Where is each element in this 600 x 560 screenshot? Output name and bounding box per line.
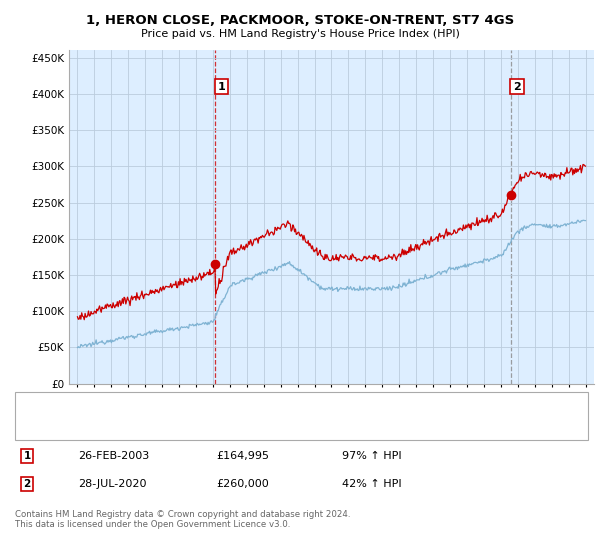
Text: 1, HERON CLOSE, PACKMOOR, STOKE-ON-TRENT, ST7 4GS (detached house): 1, HERON CLOSE, PACKMOOR, STOKE-ON-TRENT…: [60, 401, 433, 411]
Text: Contains HM Land Registry data © Crown copyright and database right 2024.
This d: Contains HM Land Registry data © Crown c…: [15, 510, 350, 529]
Text: 26-FEB-2003: 26-FEB-2003: [78, 451, 149, 461]
Text: £164,995: £164,995: [216, 451, 269, 461]
Text: 2: 2: [513, 82, 521, 92]
Text: HPI: Average price, detached house, Stoke-on-Trent: HPI: Average price, detached house, Stok…: [60, 418, 311, 428]
Text: 1: 1: [218, 82, 226, 92]
Text: Price paid vs. HM Land Registry's House Price Index (HPI): Price paid vs. HM Land Registry's House …: [140, 29, 460, 39]
Text: 97% ↑ HPI: 97% ↑ HPI: [342, 451, 401, 461]
Text: ——: ——: [27, 399, 52, 413]
Text: 1: 1: [23, 451, 31, 461]
Text: ——: ——: [27, 416, 52, 430]
Text: 2: 2: [23, 479, 31, 489]
Text: 28-JUL-2020: 28-JUL-2020: [78, 479, 146, 489]
Text: £260,000: £260,000: [216, 479, 269, 489]
Text: 1, HERON CLOSE, PACKMOOR, STOKE-ON-TRENT, ST7 4GS: 1, HERON CLOSE, PACKMOOR, STOKE-ON-TRENT…: [86, 14, 514, 27]
Text: 42% ↑ HPI: 42% ↑ HPI: [342, 479, 401, 489]
